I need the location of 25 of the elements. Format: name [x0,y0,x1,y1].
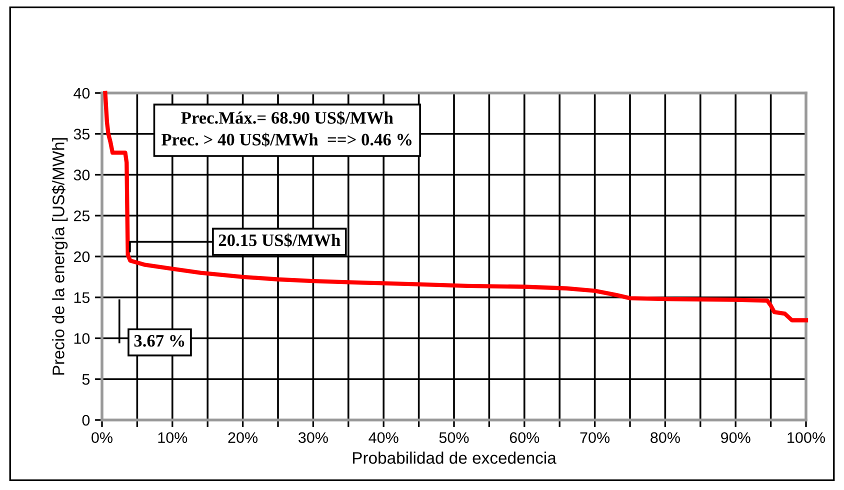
y-tick-label: 10 [74,333,90,344]
y-tick-label: 25 [74,210,90,222]
x-tick-label: 70% [580,432,610,444]
x-tick-label: 90% [721,432,750,444]
annotation: 3.67 % [134,334,184,347]
x-tick-label: 50% [439,432,469,444]
x-tick-label: 60% [510,432,540,444]
y-tick-label: 5 [82,374,90,385]
x-tick-label: 100% [788,432,825,444]
x-tick-label: 40% [368,432,398,444]
y-axis-title: Precio de la energía [US$/MWh] [52,138,68,375]
y-tick-label: 30 [74,170,90,180]
annotation: Prec.Máx.= 68.90 US$/MWh Prec. > 40 US$/MWh ==> 0.46 % [161,111,412,147]
x-axis-title: Probabilidad de excedencia [352,452,556,464]
x-tick-label: 20% [228,432,258,444]
y-tick-label: 35 [74,128,90,140]
x-tick-label: 0% [92,432,112,444]
annotation: 20.15 US$/MWh [218,233,340,248]
x-tick-label: 30% [298,432,328,444]
y-tick-label: 15 [74,292,90,304]
x-tick-label: 80% [650,432,680,444]
y-tick-label: 40 [74,88,90,99]
y-tick-label: 0 [82,414,90,426]
x-tick-label: 10% [158,432,188,444]
y-tick-label: 20 [74,251,90,262]
